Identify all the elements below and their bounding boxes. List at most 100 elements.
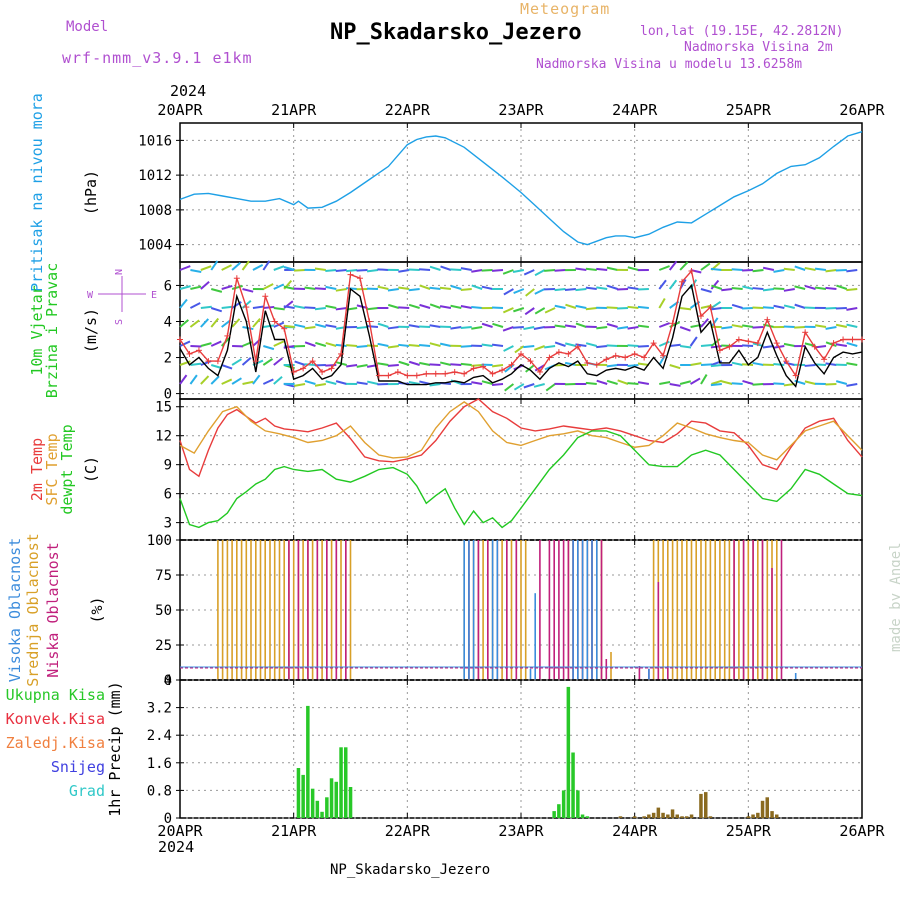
wind-arrow [679,345,692,349]
wind-arrow [731,361,743,366]
precip-ytick-label: 1.6 [147,756,172,772]
wind-arrow [481,322,493,328]
wind-arrow [377,285,389,290]
wind-arrow [773,363,785,366]
cloud-bar [278,540,281,680]
cloud-bar [761,540,764,680]
cloud-bar [747,540,750,680]
wind-arrow [637,381,650,385]
wind-arrow [710,267,722,271]
wind-arrow [783,361,795,366]
wind-arrow [627,286,639,290]
precip-bar [680,816,684,818]
wind-arrow [773,382,785,385]
wind-arrow [534,269,546,277]
wind-arrow [450,304,462,309]
wind-arrow [814,267,827,271]
wind-arrow [669,383,681,387]
cloud-bar [217,540,219,680]
wind-arrow [491,383,504,386]
wind-arrow [606,379,618,385]
cloud-bar [780,540,783,680]
wind-arrow [346,344,358,347]
precip-bar [580,814,585,818]
wind-arrow [512,326,524,329]
wind-arrow [835,343,848,347]
wind-arrow [450,326,462,330]
wind-arrow [481,343,493,347]
wind-arrow [794,326,806,329]
cloud-ytick-label: 50 [155,603,172,619]
top-year: 2024 [170,82,207,100]
cloud-bar [686,540,688,680]
precip-xtick-label: 23APR [498,822,544,840]
cloud-bar [515,540,518,680]
wind-arrow [210,317,220,328]
wind-arrow [514,345,525,354]
wind-arrow [294,383,306,387]
wind-arrow [429,363,441,366]
wind-arrow [606,284,618,290]
precip-bar [348,787,353,818]
wind-arrow [835,380,848,385]
wind-arrow [783,304,795,309]
wind-arrow [231,261,242,271]
wind-arrow [481,269,493,272]
wind-arrow [273,376,283,385]
wind-arrow [179,319,190,328]
wind-arrow [189,302,201,309]
wind-arrow [387,303,400,309]
precip-xtick-label: 22APR [385,822,431,840]
wind-arrow [356,364,368,368]
wind-arrow [575,267,587,271]
wind-arrow [252,374,261,385]
wind-arrow [554,269,566,272]
cloud-bar [345,540,347,680]
wind-arrow [762,345,775,349]
wind-compass-west: W [87,290,94,301]
wind-arrow [680,307,692,311]
wind-arrow [252,318,261,328]
wind-arrow [731,303,743,309]
precip-bar [618,816,623,818]
pressure-xtick-label: 26APR [839,101,885,119]
wind-arrow [366,269,379,273]
wind-arrow [533,383,545,388]
wind-arrow [627,266,639,271]
wind-arrow [325,285,337,290]
wind-arrow [783,288,795,292]
precip-bar [651,812,656,818]
station-title: NP_Skadarsko_Jezero [330,20,582,45]
cloud-bar [638,666,641,680]
wind-arrow [617,379,629,385]
pressure-xtick-label: 24APR [612,101,658,119]
cloud-bar [577,540,579,680]
precip-bar [306,705,310,818]
cloud-bar [776,540,778,680]
wind-arrow [773,304,785,309]
temperature-ylabel: dewpt Temp [58,424,76,514]
wind-arrow [502,269,514,275]
wind-arrow [200,318,210,328]
precip-bar [329,778,334,818]
cloud-bar [723,540,726,680]
pressure-ylabel: (hPa) [82,170,100,215]
wind-arrow [273,265,285,271]
wind-arrow [690,269,702,274]
wind-arrow [690,362,702,366]
wind-arrow [335,380,347,385]
cloud-bar [667,666,669,680]
cloud-bar [240,540,243,680]
cloud-bar [302,540,304,680]
cloud-bar [463,540,465,680]
cloud-bar [520,540,522,680]
wind-arrow [637,345,649,348]
wind-arrow [408,381,420,385]
wind-arrow [585,342,598,347]
wind-arrow [189,374,198,385]
wind-arrow [513,383,525,391]
wind-arrow [846,323,858,328]
wind-arrow [752,383,764,386]
wind-arrow [294,360,306,366]
wind-arrow [617,326,629,330]
